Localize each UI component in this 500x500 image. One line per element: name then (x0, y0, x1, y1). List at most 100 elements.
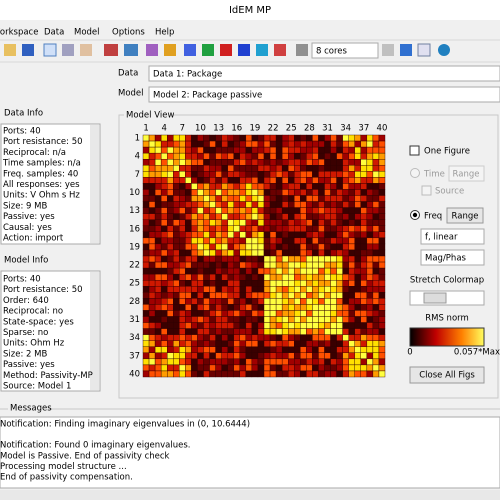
heatmap-cell (142, 328, 150, 335)
heatmap-cell (179, 237, 186, 245)
heatmap-cell (342, 286, 349, 293)
tool-f[interactable] (220, 44, 232, 56)
tool-g[interactable] (238, 44, 250, 56)
heatmap-cell (233, 340, 241, 347)
heatmap-cell (233, 207, 241, 214)
heatmap-cell (269, 346, 277, 354)
heatmap-cell (245, 237, 253, 245)
heatmap-cell (185, 304, 192, 311)
heatmap-cell (203, 255, 210, 263)
heatmap-cell (245, 243, 253, 251)
heatmap-cell (221, 207, 228, 214)
mode-select[interactable] (420, 249, 485, 266)
tool-l[interactable] (400, 44, 412, 56)
heatmap-cell (360, 267, 368, 275)
scale-select[interactable] (420, 228, 485, 245)
heatmap-cell (372, 304, 380, 311)
heatmap[interactable] (142, 134, 386, 378)
heatmap-cell (281, 358, 289, 366)
window-title: IdEM MP (229, 5, 271, 16)
model-select[interactable] (148, 86, 500, 103)
heatmap-cell (348, 304, 355, 311)
heatmap-cell (173, 370, 180, 378)
heatmap-cell (300, 171, 307, 178)
heatmap-cell (294, 201, 301, 208)
tool-d[interactable] (164, 44, 176, 56)
tool-zoom[interactable] (62, 44, 74, 56)
heatmap-cell (227, 171, 234, 178)
tool-c[interactable] (146, 44, 158, 56)
heatmap-cell (269, 158, 277, 166)
heatmap-cell (166, 334, 174, 341)
heatmap-cell (378, 171, 386, 178)
heatmap-cell (269, 225, 277, 233)
menu-item[interactable]: Data (44, 28, 64, 38)
heatmap-cell (221, 165, 228, 172)
heatmap-cell (360, 298, 368, 305)
heatmap-cell (173, 207, 180, 214)
menu-item[interactable]: Model (74, 28, 100, 38)
col-tick-label: 7 (180, 124, 185, 134)
heatmap-cell (179, 171, 186, 178)
heatmap-cell (221, 322, 228, 329)
menu-item[interactable]: Workspace (0, 28, 38, 38)
heatmap-cell (348, 165, 355, 172)
heatmap-cell (173, 189, 180, 196)
heatmap-cell (366, 165, 374, 172)
tool-pan[interactable] (80, 44, 92, 56)
data-select[interactable] (148, 65, 500, 82)
heatmap-cell (142, 286, 150, 293)
heatmap-cell (263, 152, 271, 160)
heatmap-cell (245, 358, 253, 366)
heatmap-cell (215, 225, 222, 233)
slider[interactable] (409, 290, 485, 306)
heatmap-cell (300, 255, 307, 263)
heatmap-cell (173, 334, 180, 341)
tool-k[interactable] (382, 44, 394, 56)
tool-e[interactable] (184, 44, 196, 56)
tool-m[interactable] (417, 43, 431, 57)
menu-item[interactable]: Options (112, 28, 145, 38)
heatmap-cell (306, 255, 313, 263)
tool-open[interactable] (4, 44, 16, 56)
heatmap-cell (294, 340, 301, 347)
heatmap-cell (300, 213, 307, 220)
heatmap-cell (245, 316, 253, 323)
heatmap-cell (257, 340, 265, 347)
heatmap-cell (324, 171, 331, 178)
slider-thumb[interactable] (423, 292, 447, 304)
scrollbar[interactable] (90, 125, 99, 243)
button[interactable] (409, 366, 485, 384)
tool-a[interactable] (104, 44, 118, 56)
tool-b[interactable] (124, 44, 138, 56)
tool-select[interactable] (43, 43, 57, 57)
heatmap-cell (378, 201, 386, 208)
tool-n[interactable] (438, 44, 450, 56)
checkbox[interactable] (409, 145, 420, 156)
heatmap-cell (251, 243, 259, 251)
button[interactable] (446, 207, 484, 224)
heatmap-cell (378, 225, 386, 233)
tool-check[interactable] (202, 44, 214, 56)
tool-save[interactable] (22, 44, 34, 56)
heatmap-cell (227, 334, 234, 341)
heatmap-cell (166, 310, 174, 317)
checkbox[interactable] (421, 185, 432, 196)
tool-i[interactable] (274, 44, 286, 56)
heatmap-cell (148, 165, 156, 172)
heatmap-cell (245, 249, 253, 257)
heatmap-cell (160, 304, 168, 311)
info-line: Port resistance: 50 (3, 137, 83, 147)
menu-item[interactable]: Help (155, 28, 174, 38)
button[interactable] (448, 165, 485, 182)
heatmap-cell (185, 286, 192, 293)
heatmap-cell (306, 261, 313, 269)
scrollbar[interactable] (90, 272, 99, 390)
heatmap-cell (233, 134, 241, 142)
cores-select[interactable] (311, 42, 379, 59)
heatmap-cell (251, 201, 259, 208)
tool-h[interactable] (256, 44, 268, 56)
tool-j[interactable] (296, 44, 308, 56)
heatmap-cell (185, 261, 192, 269)
radio[interactable] (410, 168, 420, 178)
